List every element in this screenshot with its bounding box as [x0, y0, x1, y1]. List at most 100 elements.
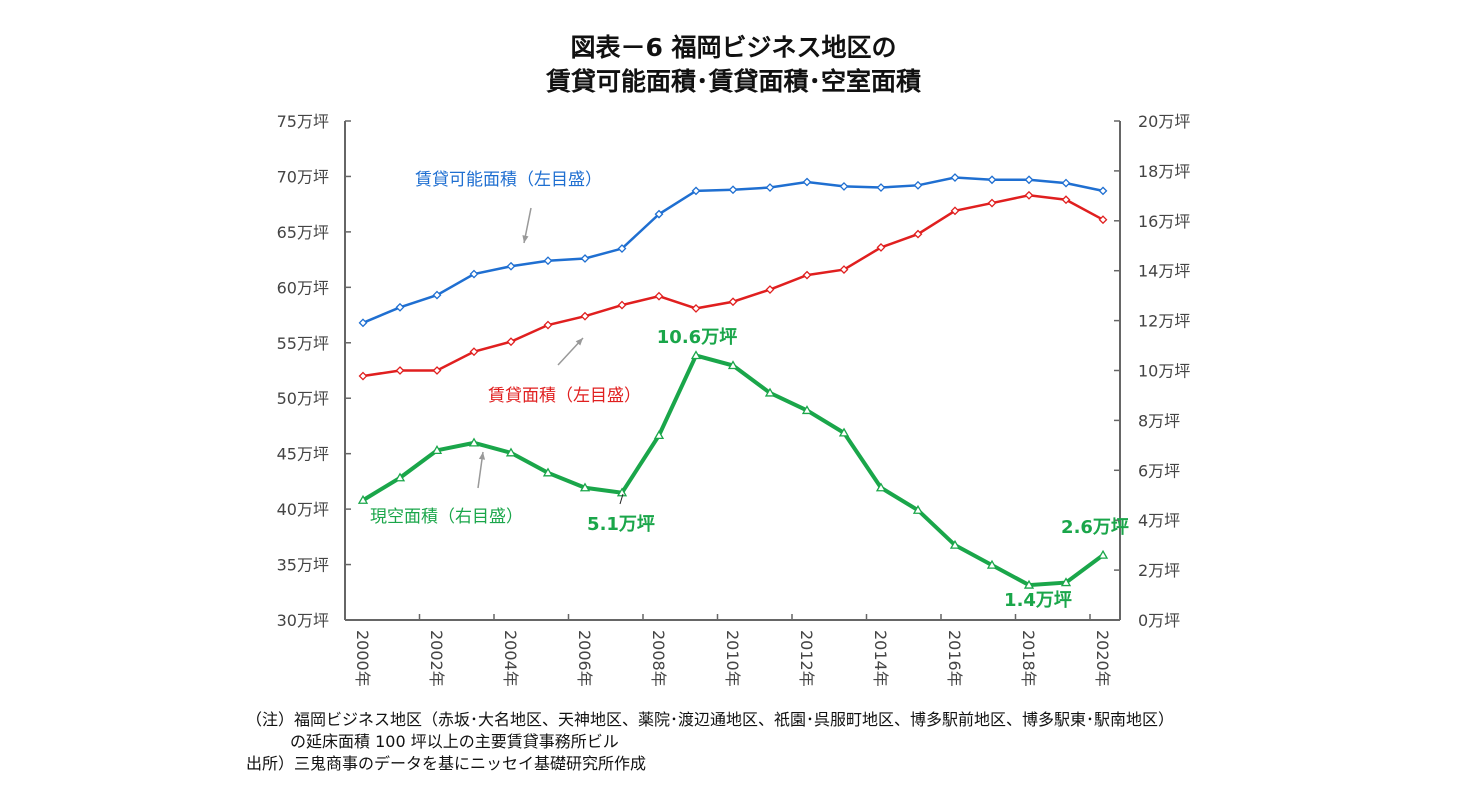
- data-point: [987, 175, 997, 185]
- data-point: [395, 366, 405, 375]
- data-point: [728, 185, 738, 195]
- data-point: [358, 318, 368, 328]
- data-point: [765, 285, 775, 294]
- x-tick-label: 2000年: [353, 630, 372, 687]
- left-tick-label: 50万坪: [277, 389, 329, 408]
- arrow-head: [575, 338, 583, 346]
- arrow-head: [478, 452, 486, 460]
- left-tick-label: 65万坪: [277, 223, 329, 242]
- data-point: [469, 347, 479, 357]
- data-point: [654, 291, 664, 301]
- series-label-2: 現空面積（右目盛）: [370, 507, 523, 527]
- left-tick-label: 75万坪: [277, 112, 329, 131]
- right-tick-label: 0万坪: [1138, 611, 1180, 630]
- data-point: [1098, 215, 1108, 225]
- data-point: [801, 405, 813, 415]
- data-point: [469, 269, 479, 279]
- footnote-1: （注）福岡ビジネス地区（赤坂･大名地区、天神地区、薬院･渡辺通地区、祇園･呉服町…: [246, 710, 1175, 729]
- data-point: [912, 504, 924, 514]
- left-tick-label: 55万坪: [277, 334, 329, 353]
- data-point: [395, 302, 405, 312]
- data-point: [691, 303, 701, 313]
- data-point: [1098, 186, 1108, 196]
- data-point: [617, 300, 627, 310]
- right-tick-label: 12万坪: [1138, 312, 1190, 331]
- right-tick-label: 14万坪: [1138, 262, 1190, 281]
- x-tick-label: 2004年: [501, 630, 520, 687]
- series-line-2: [361, 353, 1105, 588]
- data-point: [876, 242, 886, 252]
- data-point: [579, 482, 591, 492]
- data-point: [580, 254, 590, 263]
- x-tick-label: 2008年: [649, 630, 668, 687]
- arrow-head: [522, 235, 529, 243]
- data-point: [987, 198, 997, 208]
- chart-title-line1: 図表－6 福岡ビジネス地区の: [570, 33, 897, 62]
- data-point: [802, 177, 812, 187]
- data-point: [506, 261, 516, 271]
- right-tick-label: 20万坪: [1138, 112, 1190, 131]
- right-tick-label: 6万坪: [1138, 461, 1180, 480]
- right-tick-label: 4万坪: [1138, 511, 1180, 530]
- x-tick-label: 2020年: [1093, 630, 1112, 687]
- right-tick-label: 2万坪: [1138, 561, 1180, 580]
- right-tick-label: 16万坪: [1138, 212, 1190, 231]
- data-point: [949, 539, 961, 549]
- x-tick-label: 2012年: [797, 630, 816, 687]
- data-point: [1024, 190, 1034, 200]
- data-point: [505, 447, 517, 457]
- series-label-1: 賃貸面積（左目盛）: [488, 386, 641, 406]
- series-label-0: 賃貸可能面積（左目盛）: [415, 170, 602, 190]
- data-point: [394, 472, 406, 482]
- data-point: [432, 366, 442, 375]
- x-tick-label: 2016年: [945, 630, 964, 687]
- data-point: [543, 256, 553, 266]
- x-tick-label: 2018年: [1019, 630, 1038, 687]
- data-point: [431, 445, 443, 454]
- data-label: 5.1万坪: [587, 514, 655, 535]
- chart-title-line2: 賃貸可能面積･賃貸面積･空室面積: [545, 67, 921, 96]
- data-point: [357, 494, 369, 504]
- x-tick-label: 2014年: [871, 630, 890, 687]
- data-point: [506, 337, 516, 347]
- data-label: 10.6万坪: [657, 327, 737, 348]
- data-label: 2.6万坪: [1061, 517, 1129, 538]
- left-tick-label: 60万坪: [277, 278, 329, 297]
- data-point: [913, 180, 923, 190]
- data-point: [728, 297, 738, 307]
- right-tick-label: 10万坪: [1138, 362, 1190, 381]
- x-tick-label: 2010年: [723, 630, 742, 687]
- data-point: [1060, 577, 1072, 587]
- data-point: [580, 311, 590, 321]
- data-point: [1061, 195, 1071, 205]
- data-point: [1024, 175, 1034, 185]
- data-point: [691, 186, 701, 196]
- footnote-source: 出所）三鬼商事のデータを基にニッセイ基礎研究所作成: [246, 754, 647, 773]
- data-point: [468, 437, 480, 447]
- footnote-2: の延床面積 100 坪以上の主要賃貸事務所ビル: [290, 732, 619, 751]
- left-tick-label: 35万坪: [277, 556, 329, 575]
- leader-line: [619, 493, 624, 505]
- right-tick-label: 8万坪: [1138, 411, 1180, 430]
- x-tick-label: 2002年: [427, 630, 446, 687]
- data-point: [875, 482, 887, 492]
- data-point: [913, 229, 923, 239]
- data-point: [950, 206, 960, 216]
- left-tick-label: 40万坪: [277, 500, 329, 519]
- data-label: 1.4万坪: [1004, 590, 1072, 611]
- left-tick-label: 30万坪: [277, 611, 329, 630]
- right-tick-label: 18万坪: [1138, 162, 1190, 181]
- data-point: [876, 183, 886, 192]
- data-point: [1061, 178, 1071, 188]
- left-tick-label: 70万坪: [277, 167, 329, 186]
- left-tick-label: 45万坪: [277, 445, 329, 464]
- x-tick-label: 2006年: [575, 630, 594, 687]
- data-point: [542, 467, 554, 477]
- data-point: [358, 371, 368, 381]
- data-point: [802, 270, 812, 280]
- data-point: [986, 559, 998, 569]
- data-point: [543, 320, 553, 330]
- data-point: [839, 182, 849, 191]
- data-point: [654, 209, 664, 219]
